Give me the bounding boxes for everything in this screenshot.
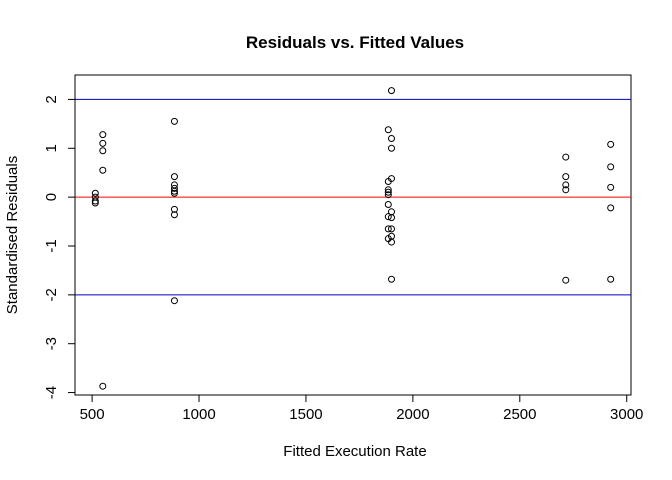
y-tick-label: 2 [43, 95, 60, 103]
y-tick-label: 0 [43, 193, 60, 201]
data-point [384, 200, 392, 208]
data-point [387, 214, 395, 222]
data-point [99, 147, 107, 155]
y-tick-label: -1 [43, 239, 60, 252]
data-point [387, 238, 395, 246]
x-axis: 500 1000 1500 2000 2500 3000 [80, 394, 643, 423]
data-point [99, 166, 107, 174]
x-axis-label: Fitted Execution Rate [283, 443, 426, 460]
data-point [562, 186, 570, 194]
data-point [91, 199, 99, 207]
chart-title: Residuals vs. Fitted Values [246, 33, 464, 52]
x-tick-label: 1500 [289, 406, 322, 423]
y-axis: -4 -3 -2 -1 0 1 2 [43, 95, 76, 399]
data-point [91, 197, 99, 205]
y-tick-label: -3 [43, 337, 60, 350]
data-point [387, 275, 395, 283]
y-tick-label: -4 [43, 386, 60, 399]
data-point [607, 140, 615, 148]
data-point [607, 204, 615, 212]
data-point [384, 186, 392, 194]
data-point [562, 173, 570, 181]
data-point [562, 153, 570, 161]
data-point [607, 183, 615, 191]
y-axis-label: Standardised Residuals [4, 156, 21, 314]
data-point [170, 184, 178, 192]
data-point [99, 139, 107, 147]
data-point [387, 175, 395, 183]
data-point [387, 225, 395, 233]
reference-lines [75, 98, 631, 296]
data-point [170, 187, 178, 195]
data-point [91, 189, 99, 197]
data-point [384, 225, 392, 233]
data-point [170, 211, 178, 219]
data-point [99, 131, 107, 139]
x-tick-label: 3000 [610, 406, 643, 423]
data-point [387, 135, 395, 143]
data-point [384, 213, 392, 221]
data-point [384, 126, 392, 134]
x-tick-label: 2500 [503, 406, 536, 423]
data-point [562, 276, 570, 284]
data-point [170, 189, 178, 197]
data-point [384, 191, 392, 199]
y-tick-label: 1 [43, 144, 60, 152]
plot-frame [74, 74, 632, 396]
x-tick-label: 500 [80, 406, 105, 423]
data-point [170, 117, 178, 125]
x-tick-label: 2000 [396, 406, 429, 423]
data-point [607, 163, 615, 171]
data-point [387, 208, 395, 216]
data-point [170, 205, 178, 213]
data-point [384, 188, 392, 196]
data-points [91, 87, 615, 390]
y-tick-label: -2 [43, 288, 60, 301]
data-point [562, 181, 570, 189]
data-point [170, 173, 178, 181]
data-point [387, 87, 395, 95]
data-point [607, 275, 615, 283]
data-point [387, 144, 395, 152]
x-tick-label: 1000 [182, 406, 215, 423]
data-point [99, 382, 107, 390]
data-point [170, 297, 178, 305]
